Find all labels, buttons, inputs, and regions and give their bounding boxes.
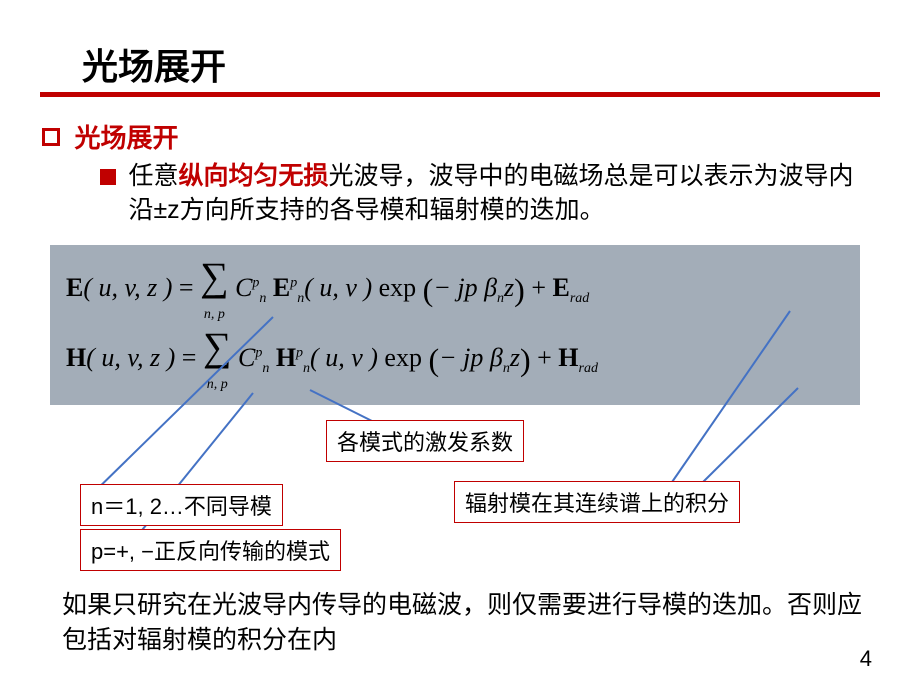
vec-h2: H — [276, 343, 296, 372]
sum-sub: n, p — [204, 307, 225, 322]
hollow-square-bullet-icon — [42, 128, 60, 146]
description-row: 任意纵向均匀无损光波导，波导中的电磁场总是可以表示为波导内沿±z方向所支持的各导… — [100, 160, 870, 228]
h2-sup: p — [296, 345, 303, 360]
equation-e: E( u, v, z ) = ∑n, p Cpn Epn( u, v ) exp… — [66, 257, 844, 327]
h-args: ( u, v, z ) — [86, 343, 175, 372]
coef-c: C — [235, 273, 252, 302]
plus2: + — [531, 343, 559, 372]
annotation-modes-n: n＝1, 2…不同导模 — [80, 484, 283, 526]
plus: + — [525, 273, 553, 302]
equation-panel: E( u, v, z ) = ∑n, p Cpn Epn( u, v ) exp… — [50, 245, 860, 405]
e2-sup: p — [290, 275, 297, 290]
fn-args: ( u, v ) — [304, 273, 372, 302]
desc-prefix: 任意 — [128, 162, 178, 190]
bottom-paragraph: 如果只研究在光波导内传导的电磁波，则仅需要进行导模的迭加。否则应包括对辐射模的积… — [62, 588, 862, 658]
vec-e: E — [66, 273, 83, 302]
rparen2-icon: ) — [520, 342, 531, 378]
sum-sub2: n, p — [207, 377, 228, 392]
exp-body: − jp β — [433, 273, 497, 302]
exp-z2: z — [510, 343, 520, 372]
sigma-icon-2: ∑n, p — [203, 327, 232, 393]
beta-sub: n — [497, 291, 504, 306]
coef-sub: n — [259, 291, 266, 306]
equation-h: H( u, v, z ) = ∑n, p Cpn Hpn( u, v ) exp… — [66, 327, 844, 397]
e-args: ( u, v, z ) — [83, 273, 172, 302]
exp-z: z — [504, 273, 514, 302]
lparen2-icon: ( — [428, 342, 439, 378]
h-rad: H — [558, 343, 578, 372]
h2-sub: n — [303, 361, 310, 376]
coef-c2: C — [238, 343, 255, 372]
beta-sub2: n — [503, 361, 510, 376]
eq-sign2: = — [175, 343, 203, 372]
exp-label2: exp — [378, 343, 429, 372]
h-rad-sub: rad — [579, 361, 598, 376]
annotation-coef: 各模式的激发系数 — [326, 420, 524, 462]
exp-label: exp — [372, 273, 423, 302]
sigma-icon: ∑n, p — [200, 257, 229, 323]
section-heading: 光场展开 — [74, 123, 178, 153]
vec-h: H — [66, 343, 86, 372]
page-number: 4 — [860, 646, 872, 672]
fn-args2: ( u, v ) — [310, 343, 378, 372]
solid-square-bullet-icon — [100, 169, 116, 185]
e-rad-sub: rad — [570, 291, 589, 306]
title-underline — [40, 92, 880, 97]
slide-title: 光场展开 — [82, 38, 226, 90]
desc-emph: 纵向均匀无损 — [178, 162, 328, 190]
e-rad: E — [553, 273, 570, 302]
coef-sup2: p — [255, 345, 262, 360]
coef-sup: p — [252, 275, 259, 290]
annotation-modes-p: p=+, −正反向传输的模式 — [80, 529, 341, 571]
description-text: 任意纵向均匀无损光波导，波导中的电磁场总是可以表示为波导内沿±z方向所支持的各导… — [128, 160, 858, 228]
eq-sign: = — [172, 273, 200, 302]
exp-body2: − jp β — [439, 343, 503, 372]
vec-e2: E — [273, 273, 290, 302]
rparen-icon: ) — [514, 272, 525, 308]
section-heading-row: 光场展开 — [42, 118, 178, 155]
annotation-radiation: 辐射模在其连续谱上的积分 — [454, 481, 740, 523]
lparen-icon: ( — [423, 272, 434, 308]
coef-sub2: n — [262, 361, 269, 376]
